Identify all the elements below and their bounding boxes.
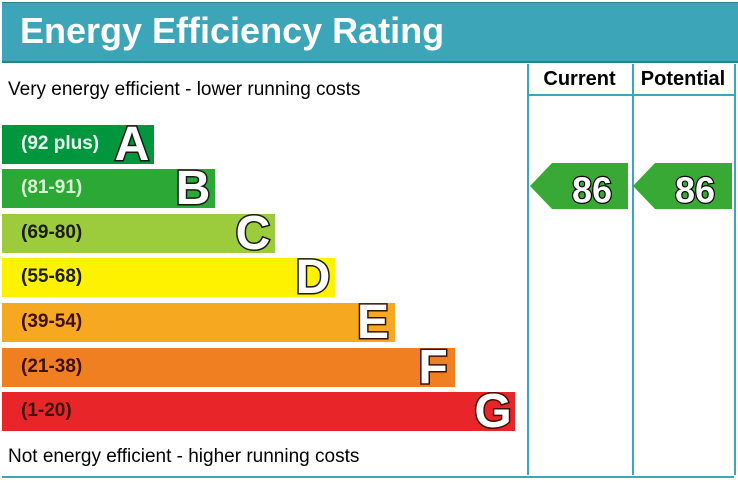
svg-text:B: B	[176, 162, 211, 215]
svg-text:C: C	[236, 207, 271, 260]
svg-text:A: A	[115, 118, 150, 171]
svg-text:86: 86	[675, 170, 715, 211]
svg-text:F: F	[418, 341, 447, 394]
svg-text:G: G	[474, 385, 511, 438]
svg-text:E: E	[357, 296, 389, 349]
svg-text:D: D	[296, 251, 331, 304]
svg-text:86: 86	[572, 170, 612, 211]
